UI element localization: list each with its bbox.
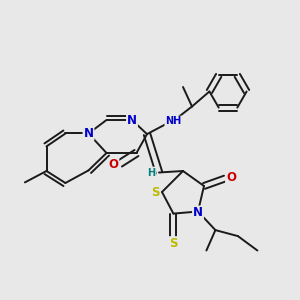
Text: O: O [108,158,118,172]
Text: NH: NH [165,116,182,127]
Text: S: S [151,185,160,199]
Text: H: H [147,167,156,178]
Text: O: O [226,171,236,184]
Text: N: N [83,127,94,140]
Text: N: N [193,206,203,220]
Text: N: N [127,113,137,127]
Text: S: S [169,237,178,250]
